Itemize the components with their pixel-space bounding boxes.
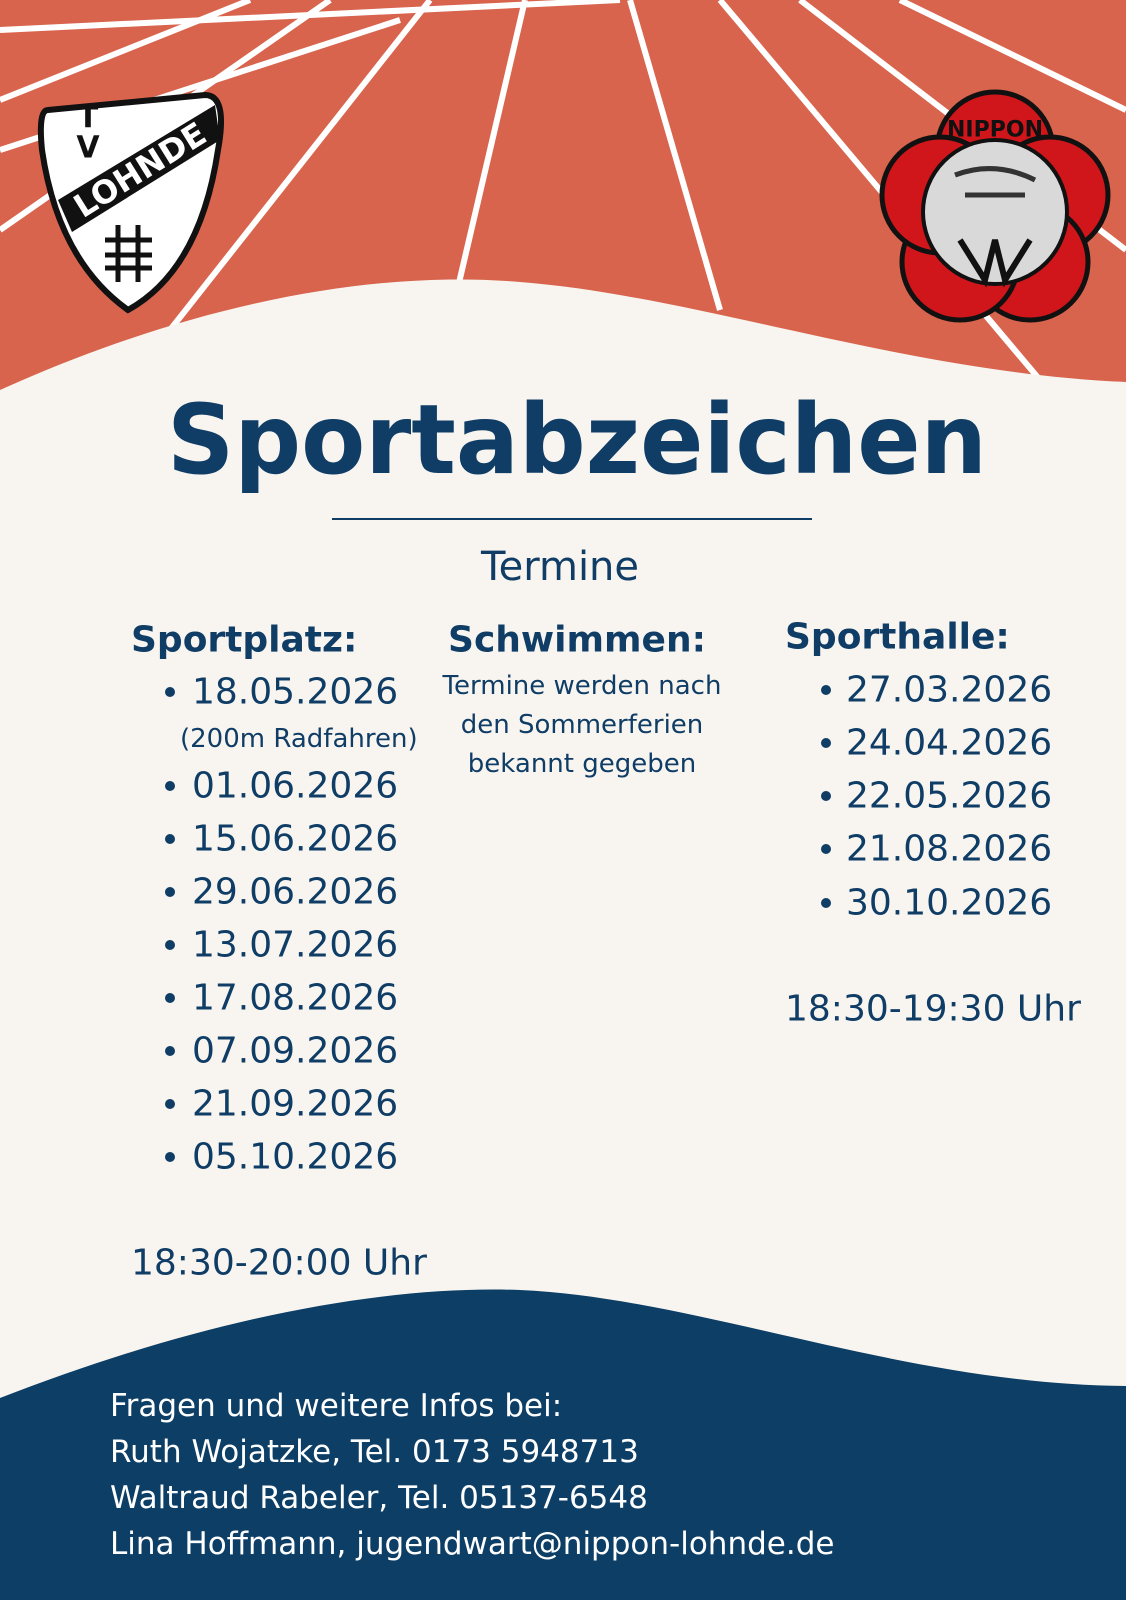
bullet bbox=[821, 738, 831, 748]
footer-line: Waltraud Rabeler, Tel. 05137-6548 bbox=[110, 1480, 648, 1516]
logo-name: NIPPON bbox=[947, 118, 1043, 143]
title: Sportabzeichen bbox=[167, 384, 987, 496]
bullet bbox=[165, 781, 175, 791]
date: 29.06.2026 bbox=[192, 872, 398, 913]
logo-nippon: NIPPON bbox=[879, 89, 1111, 323]
time: 18:30-19:30 Uhr bbox=[785, 989, 1081, 1030]
column-heading: Schwimmen: bbox=[448, 620, 706, 661]
subtitle: Termine bbox=[480, 544, 639, 590]
footer-line: Lina Hoffmann, jugendwart@nippon-lohnde.… bbox=[110, 1526, 834, 1562]
date: 18.05.2026 bbox=[192, 672, 398, 713]
date: 22.05.2026 bbox=[846, 776, 1052, 817]
date: 07.09.2026 bbox=[192, 1031, 398, 1072]
info-line: bekannt gegeben bbox=[468, 749, 696, 779]
logo-letter: T bbox=[78, 101, 99, 136]
logo-tv-lohnde: T V LOHNDE bbox=[37, 91, 224, 314]
bullet bbox=[821, 844, 831, 854]
info-line: den Sommerferien bbox=[461, 710, 704, 740]
date-note: (200m Radfahren) bbox=[180, 724, 418, 754]
column-heading: Sportplatz: bbox=[131, 620, 357, 661]
date: 13.07.2026 bbox=[192, 925, 398, 966]
date: 27.03.2026 bbox=[846, 670, 1052, 711]
cream-wave bbox=[0, 279, 1126, 1600]
bullet bbox=[165, 1099, 175, 1109]
info-line: Termine werden nach bbox=[442, 671, 722, 701]
bullet bbox=[165, 887, 175, 897]
date: 05.10.2026 bbox=[192, 1137, 398, 1178]
date: 24.04.2026 bbox=[846, 723, 1052, 764]
footer-line: Ruth Wojatzke, Tel. 0173 5948713 bbox=[110, 1434, 639, 1470]
date: 21.09.2026 bbox=[192, 1084, 398, 1125]
date: 30.10.2026 bbox=[846, 883, 1052, 924]
date: 17.08.2026 bbox=[192, 978, 398, 1019]
bullet bbox=[821, 898, 831, 908]
bullet bbox=[821, 791, 831, 801]
footer-line: Fragen und weitere Infos bei: bbox=[110, 1388, 562, 1424]
date: 15.06.2026 bbox=[192, 819, 398, 860]
bullet bbox=[165, 993, 175, 1003]
bullet bbox=[821, 685, 831, 695]
navy-wave bbox=[0, 1289, 1126, 1600]
bullet bbox=[165, 834, 175, 844]
bullet bbox=[165, 687, 175, 697]
date: 01.06.2026 bbox=[192, 766, 398, 807]
logo-letter: V bbox=[76, 131, 100, 166]
bullet bbox=[165, 1152, 175, 1162]
bullet bbox=[165, 940, 175, 950]
date: 21.08.2026 bbox=[846, 829, 1052, 870]
time: 18:30-20:00 Uhr bbox=[131, 1243, 427, 1284]
bullet bbox=[165, 1046, 175, 1056]
column-heading: Sporthalle: bbox=[785, 617, 1010, 658]
